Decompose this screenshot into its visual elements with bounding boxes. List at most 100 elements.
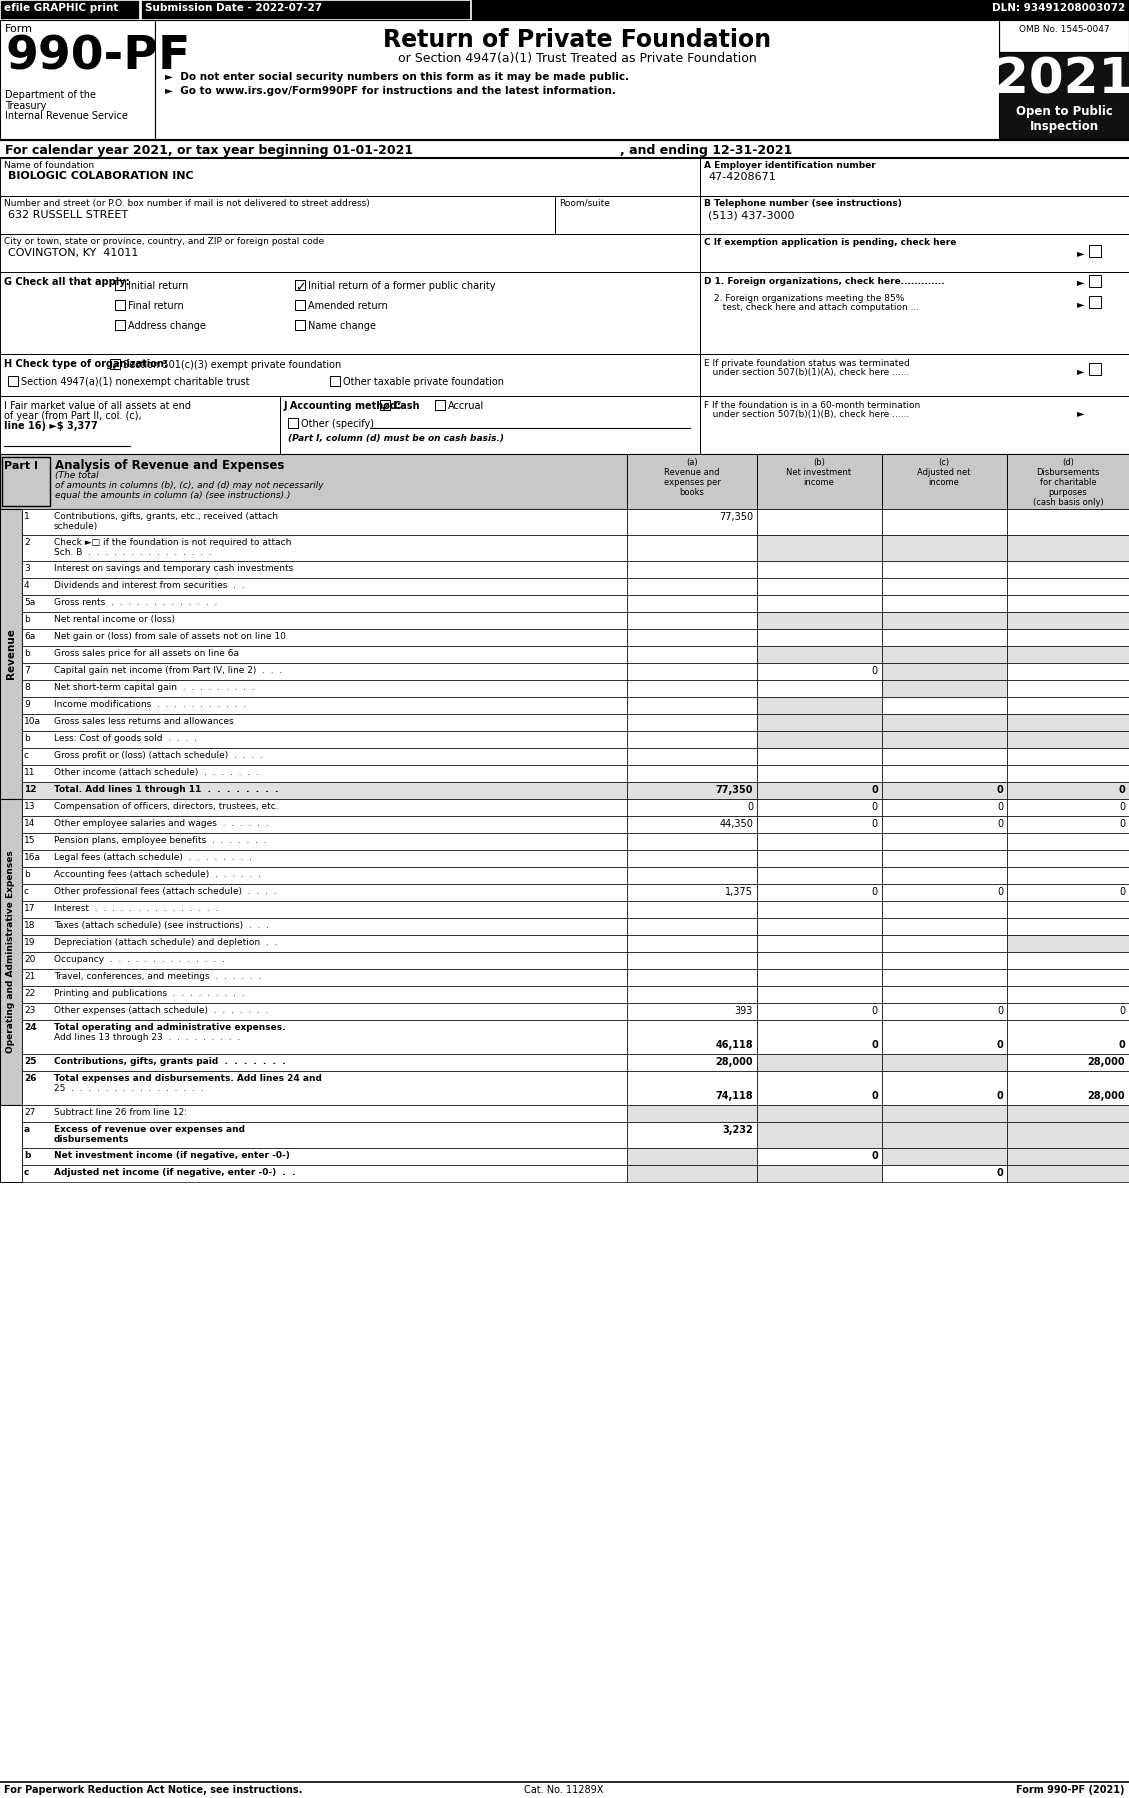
Text: Occupancy  .  .  .  .  .  .  .  .  .  .  .  .  .  .: Occupancy . . . . . . . . . . . . . . [54, 955, 225, 964]
Bar [882, 832, 1007, 850]
Bar [21, 1106, 627, 1122]
Text: Adjusted net income (if negative, enter -0-)  .  .: Adjusted net income (if negative, enter … [54, 1169, 296, 1178]
Bar [758, 455, 882, 509]
Bar [700, 196, 1129, 234]
Bar [882, 867, 1007, 885]
Text: DLN: 93491208003072: DLN: 93491208003072 [991, 4, 1124, 13]
Text: Other expenses (attach schedule)  .  .  .  .  .  .  .: Other expenses (attach schedule) . . . .… [54, 1007, 269, 1016]
Bar [882, 764, 1007, 782]
Bar [758, 1122, 882, 1147]
Bar [758, 732, 882, 748]
Bar [627, 680, 758, 698]
Bar [1007, 680, 1129, 698]
Text: 0: 0 [1119, 820, 1124, 829]
Bar [758, 867, 882, 885]
Text: Cat. No. 11289X: Cat. No. 11289X [524, 1785, 604, 1794]
Text: ►: ► [1077, 248, 1085, 257]
Text: Cash: Cash [393, 401, 420, 412]
Text: line 16) ►$ 3,377: line 16) ►$ 3,377 [5, 421, 98, 432]
Text: 0: 0 [872, 802, 878, 813]
Bar [882, 714, 1007, 732]
Bar [1007, 611, 1129, 629]
Bar [21, 748, 627, 764]
Text: , and ending 12-31-2021: , and ending 12-31-2021 [620, 144, 793, 156]
Bar [627, 645, 758, 663]
Text: Income modifications  .  .  .  .  .  .  .  .  .  .  .: Income modifications . . . . . . . . . .… [54, 699, 246, 708]
Text: 0: 0 [872, 786, 878, 795]
Text: purposes: purposes [1049, 487, 1087, 496]
Bar [758, 1072, 882, 1106]
Text: 74,118: 74,118 [716, 1091, 753, 1100]
Bar [0, 509, 21, 798]
Text: ✓: ✓ [380, 401, 391, 414]
Bar [758, 885, 882, 901]
Bar [1007, 663, 1129, 680]
Text: Name of foundation: Name of foundation [5, 162, 94, 171]
Text: Net rental income or (loss): Net rental income or (loss) [54, 615, 175, 624]
Bar [1007, 536, 1129, 561]
Bar [882, 850, 1007, 867]
Text: E If private foundation status was terminated: E If private foundation status was termi… [704, 360, 910, 369]
Bar [882, 1122, 1007, 1147]
Bar [1007, 645, 1129, 663]
Text: books: books [680, 487, 704, 496]
Text: Gross profit or (loss) (attach schedule)  .  .  .  .: Gross profit or (loss) (attach schedule)… [54, 752, 263, 761]
Bar [295, 280, 305, 289]
Bar [758, 1003, 882, 1019]
Text: c: c [24, 1169, 29, 1178]
Bar [627, 798, 758, 816]
Bar [758, 1147, 882, 1165]
Bar [882, 1165, 1007, 1181]
Text: Interest on savings and temporary cash investments: Interest on savings and temporary cash i… [54, 565, 294, 574]
Bar [21, 629, 627, 645]
Bar [758, 714, 882, 732]
Bar [555, 196, 700, 234]
Bar [700, 271, 1129, 354]
Text: 47-4208671: 47-4208671 [708, 173, 776, 182]
Bar [0, 798, 21, 1106]
Text: Section 4947(a)(1) nonexempt charitable trust: Section 4947(a)(1) nonexempt charitable … [21, 378, 250, 387]
Text: b: b [24, 615, 29, 624]
Bar [1007, 509, 1129, 536]
Bar [758, 985, 882, 1003]
Bar [21, 901, 627, 919]
Bar [1007, 1122, 1129, 1147]
Text: (a): (a) [686, 458, 698, 467]
Bar [1007, 1019, 1129, 1054]
Text: 46,118: 46,118 [716, 1039, 753, 1050]
Bar [21, 1165, 627, 1181]
Text: Return of Private Foundation: Return of Private Foundation [383, 29, 771, 52]
Bar [758, 951, 882, 969]
Text: b: b [24, 649, 29, 658]
Text: 0: 0 [872, 665, 878, 676]
Bar [21, 885, 627, 901]
Text: Depreciation (attach schedule) and depletion  .  .: Depreciation (attach schedule) and deple… [54, 939, 278, 948]
Bar [21, 663, 627, 680]
Bar [882, 455, 1007, 509]
Bar [758, 748, 882, 764]
Bar [882, 1054, 1007, 1072]
Text: Number and street (or P.O. box number if mail is not delivered to street address: Number and street (or P.O. box number if… [5, 200, 370, 209]
Text: Internal Revenue Service: Internal Revenue Service [5, 111, 128, 120]
Text: 23: 23 [24, 1007, 35, 1016]
Text: (c): (c) [938, 458, 949, 467]
Text: 0: 0 [996, 1091, 1003, 1100]
Text: Address change: Address change [128, 322, 205, 331]
Bar [1007, 935, 1129, 951]
Text: Final return: Final return [128, 300, 184, 311]
Text: income: income [804, 478, 834, 487]
Bar [758, 782, 882, 798]
Bar [21, 680, 627, 698]
Bar [882, 935, 1007, 951]
Bar [882, 561, 1007, 577]
Text: Other taxable private foundation: Other taxable private foundation [343, 378, 504, 387]
Bar [21, 1003, 627, 1019]
Bar [295, 320, 305, 331]
Bar [758, 901, 882, 919]
Bar [1007, 764, 1129, 782]
Bar [882, 969, 1007, 985]
Text: City or town, state or province, country, and ZIP or foreign postal code: City or town, state or province, country… [5, 237, 324, 246]
Text: Amended return: Amended return [308, 300, 387, 311]
Bar [627, 561, 758, 577]
Bar [882, 663, 1007, 680]
